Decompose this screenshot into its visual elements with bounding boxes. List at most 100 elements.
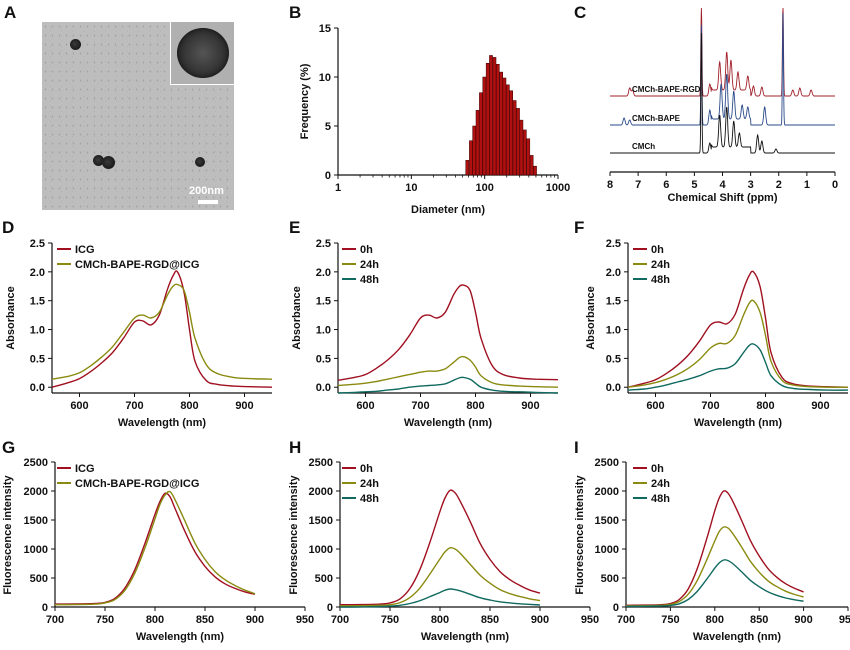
d-y-axis-label: Absorbance (5, 286, 17, 350)
h-x-tick-label: 700 (331, 614, 349, 626)
f-legend-label: 48h (651, 274, 670, 286)
tem-image: 200nm (42, 22, 234, 210)
b-bar (479, 92, 483, 176)
g-y-axis-label: Fluorescence intensity (2, 475, 14, 595)
b-x-tick-label: 10 (405, 182, 417, 194)
e-y-tick-label: 0.0 (316, 382, 331, 394)
g-series-line (54, 490, 256, 606)
i-legend-label: 0h (651, 463, 664, 475)
i-x-tick-label: 750 (661, 614, 679, 626)
h-x-tick-label: 800 (431, 614, 449, 626)
e-x-tick-label: 800 (466, 400, 484, 412)
g-x-tick-label: 750 (96, 614, 114, 626)
b-bar (519, 119, 524, 176)
f-series-line (627, 343, 849, 391)
b-bar (506, 84, 510, 176)
d-y-tick-label: 2.5 (30, 238, 45, 250)
f-y-tick-label: 1.0 (606, 325, 621, 337)
b-bar (529, 155, 534, 176)
i-x-tick-label: 900 (794, 614, 812, 626)
b-y-tick-label: 15 (319, 23, 331, 35)
g-x-tick-label: 850 (196, 614, 214, 626)
e-y-tick-label: 1.5 (316, 296, 331, 308)
c-series-label: CMCh-BAPE (632, 114, 681, 123)
f-y-tick-label: 1.5 (606, 296, 621, 308)
f-x-tick-label: 600 (646, 400, 664, 412)
i-y-tick-label: 0 (613, 602, 619, 614)
nanoparticle (195, 157, 205, 167)
h-x-tick-label: 900 (531, 614, 549, 626)
d-y-tick-label: 0.5 (30, 353, 45, 365)
b-bar (495, 64, 500, 176)
f-x-tick-label: 800 (756, 400, 774, 412)
f-series-line (627, 299, 849, 388)
h-series-line (339, 489, 541, 606)
panel-letter-g: G (2, 438, 15, 457)
h-y-tick-label: 500 (315, 573, 333, 585)
d-y-tick-label: 2.0 (30, 267, 45, 279)
g-y-tick-label: 0 (42, 602, 48, 614)
b-bar (516, 108, 520, 176)
c-spectrum-line (610, 7, 835, 97)
panel-letter-f: F (574, 218, 584, 237)
h-legend-label: 24h (360, 478, 379, 490)
h-x-tick-label: 750 (381, 614, 399, 626)
c-series-label: CMCh-BAPE-RGD (632, 85, 701, 94)
g-x-tick-label: 700 (46, 614, 64, 626)
f-x-tick-label: 700 (701, 400, 719, 412)
b-bar (533, 165, 537, 176)
i-y-tick-label: 2500 (595, 457, 619, 469)
d-series-line (51, 283, 273, 380)
i-x-tick-label: 850 (750, 614, 768, 626)
panel-letter-c: C (574, 3, 586, 22)
g-y-tick-label: 1500 (24, 515, 48, 527)
b-bar (502, 77, 507, 176)
f-legend-label: 0h (651, 244, 664, 256)
b-y-axis-label: Frequency (%) (299, 63, 311, 139)
g-series-line (54, 492, 256, 605)
i-legend-label: 24h (651, 478, 670, 490)
f-legend-label: 24h (651, 259, 670, 271)
i-x-tick-label: 800 (706, 614, 724, 626)
scale-bar-label: 200nm (189, 185, 224, 197)
g-y-tick-label: 2000 (24, 486, 48, 498)
e-y-tick-label: 0.5 (316, 353, 331, 365)
b-bar (512, 100, 517, 176)
b-y-tick-label: 10 (319, 72, 331, 84)
i-y-tick-label: 1500 (595, 515, 619, 527)
c-x-tick-label: 4 (719, 179, 726, 191)
tem-inset (170, 22, 234, 85)
i-y-tick-label: 500 (601, 573, 619, 585)
e-y-tick-label: 2.5 (316, 238, 331, 250)
h-y-axis-label: Fluorescence intensity (288, 475, 300, 595)
c-x-axis-label: Chemical Shift (ppm) (667, 192, 777, 204)
b-bar (469, 140, 473, 176)
i-series-line (625, 490, 804, 606)
f-y-tick-label: 2.0 (606, 267, 621, 279)
b-bar (485, 63, 490, 176)
b-bar (492, 57, 497, 176)
h-series-line (339, 546, 541, 607)
d-y-tick-label: 1.5 (30, 296, 45, 308)
b-y-tick-label: 0 (325, 170, 331, 182)
e-x-tick-label: 900 (521, 400, 539, 412)
panel-letter-i: I (574, 438, 579, 457)
c-spectrum-line (610, 32, 835, 154)
g-x-axis-label: Wavelength (nm) (136, 631, 225, 643)
b-bar (472, 125, 477, 176)
scale-bar (198, 200, 218, 204)
b-bar (509, 90, 513, 176)
c-x-tick-label: 3 (748, 179, 754, 191)
h-series-line (339, 588, 541, 608)
i-y-axis-label: Fluorescence intensity (574, 475, 586, 595)
e-y-tick-label: 1.0 (316, 325, 331, 337)
d-x-tick-label: 700 (125, 400, 143, 412)
i-x-tick-label: 700 (617, 614, 635, 626)
d-x-tick-label: 800 (180, 400, 198, 412)
h-x-tick-label: 950 (581, 614, 599, 626)
e-legend-label: 24h (360, 259, 379, 271)
nanoparticle (102, 156, 115, 169)
b-bar (523, 129, 527, 176)
d-x-tick-label: 600 (70, 400, 88, 412)
